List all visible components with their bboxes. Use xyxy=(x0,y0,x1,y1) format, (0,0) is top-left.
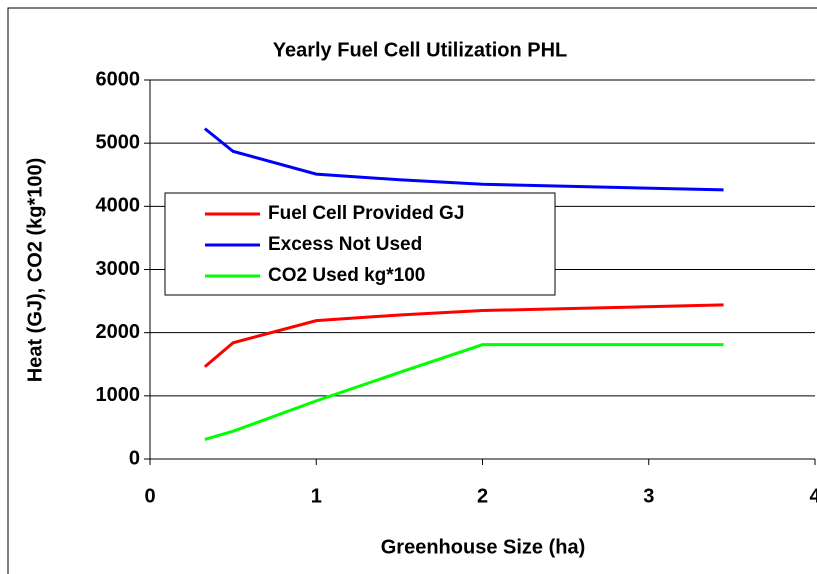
y-axis-label: Heat (GJ), CO2 (kg*100) xyxy=(24,158,46,383)
y-tick-label: 5000 xyxy=(96,131,141,153)
x-tick-label: 4 xyxy=(809,485,817,507)
y-tick-label: 1000 xyxy=(96,384,141,406)
chart-title: Yearly Fuel Cell Utilization PHL xyxy=(273,39,568,61)
legend-label: Excess Not Used xyxy=(268,234,422,255)
y-tick-label: 4000 xyxy=(96,195,141,217)
y-tick-label: 6000 xyxy=(96,68,141,90)
y-tick-label: 2000 xyxy=(96,321,141,343)
line-series xyxy=(204,343,724,441)
x-tick-label: 2 xyxy=(477,485,488,507)
x-axis-label: Greenhouse Size (ha) xyxy=(381,536,586,558)
x-tick-label: 1 xyxy=(311,485,322,507)
y-tick-label: 3000 xyxy=(96,258,141,280)
line-series xyxy=(203,127,724,192)
legend-label: CO2 Used kg*100 xyxy=(268,265,425,286)
x-tick-label: 3 xyxy=(643,485,654,507)
legend: Fuel Cell Provided GJ Excess Not Used CO2 … xyxy=(164,192,556,296)
legend-label: Fuel Cell Provided GJ xyxy=(268,203,464,224)
line-series xyxy=(203,303,724,368)
y-tick-label: 0 xyxy=(129,447,140,469)
x-tick-label: 0 xyxy=(144,485,155,507)
